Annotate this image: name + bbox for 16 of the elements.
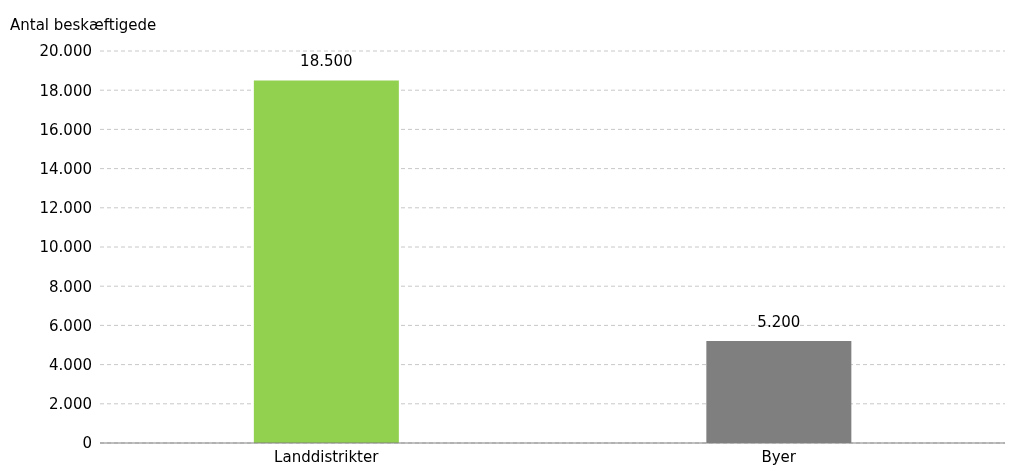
y-tick-label: 20.000 — [39, 42, 92, 61]
y-tick-label: 8.000 — [49, 277, 92, 296]
y-tick-label: 0 — [82, 434, 92, 453]
y-axis-title: Antal beskæftigede — [10, 16, 157, 34]
x-tick-label: Byer — [761, 447, 797, 466]
y-tick-label: 16.000 — [39, 120, 92, 139]
y-tick-label: 14.000 — [39, 159, 92, 178]
y-tick-label: 6.000 — [49, 316, 92, 335]
y-tick-label: 10.000 — [39, 238, 92, 257]
data-label: 18.500 — [300, 52, 353, 71]
y-tick-label: 18.000 — [39, 81, 92, 100]
data-label: 5.200 — [757, 313, 801, 332]
y-tick-label: 12.000 — [39, 199, 92, 218]
y-tick-label: 2.000 — [49, 395, 92, 414]
x-tick-label: Landdistrikter — [274, 447, 380, 466]
y-tick-label: 4.000 — [49, 355, 92, 374]
